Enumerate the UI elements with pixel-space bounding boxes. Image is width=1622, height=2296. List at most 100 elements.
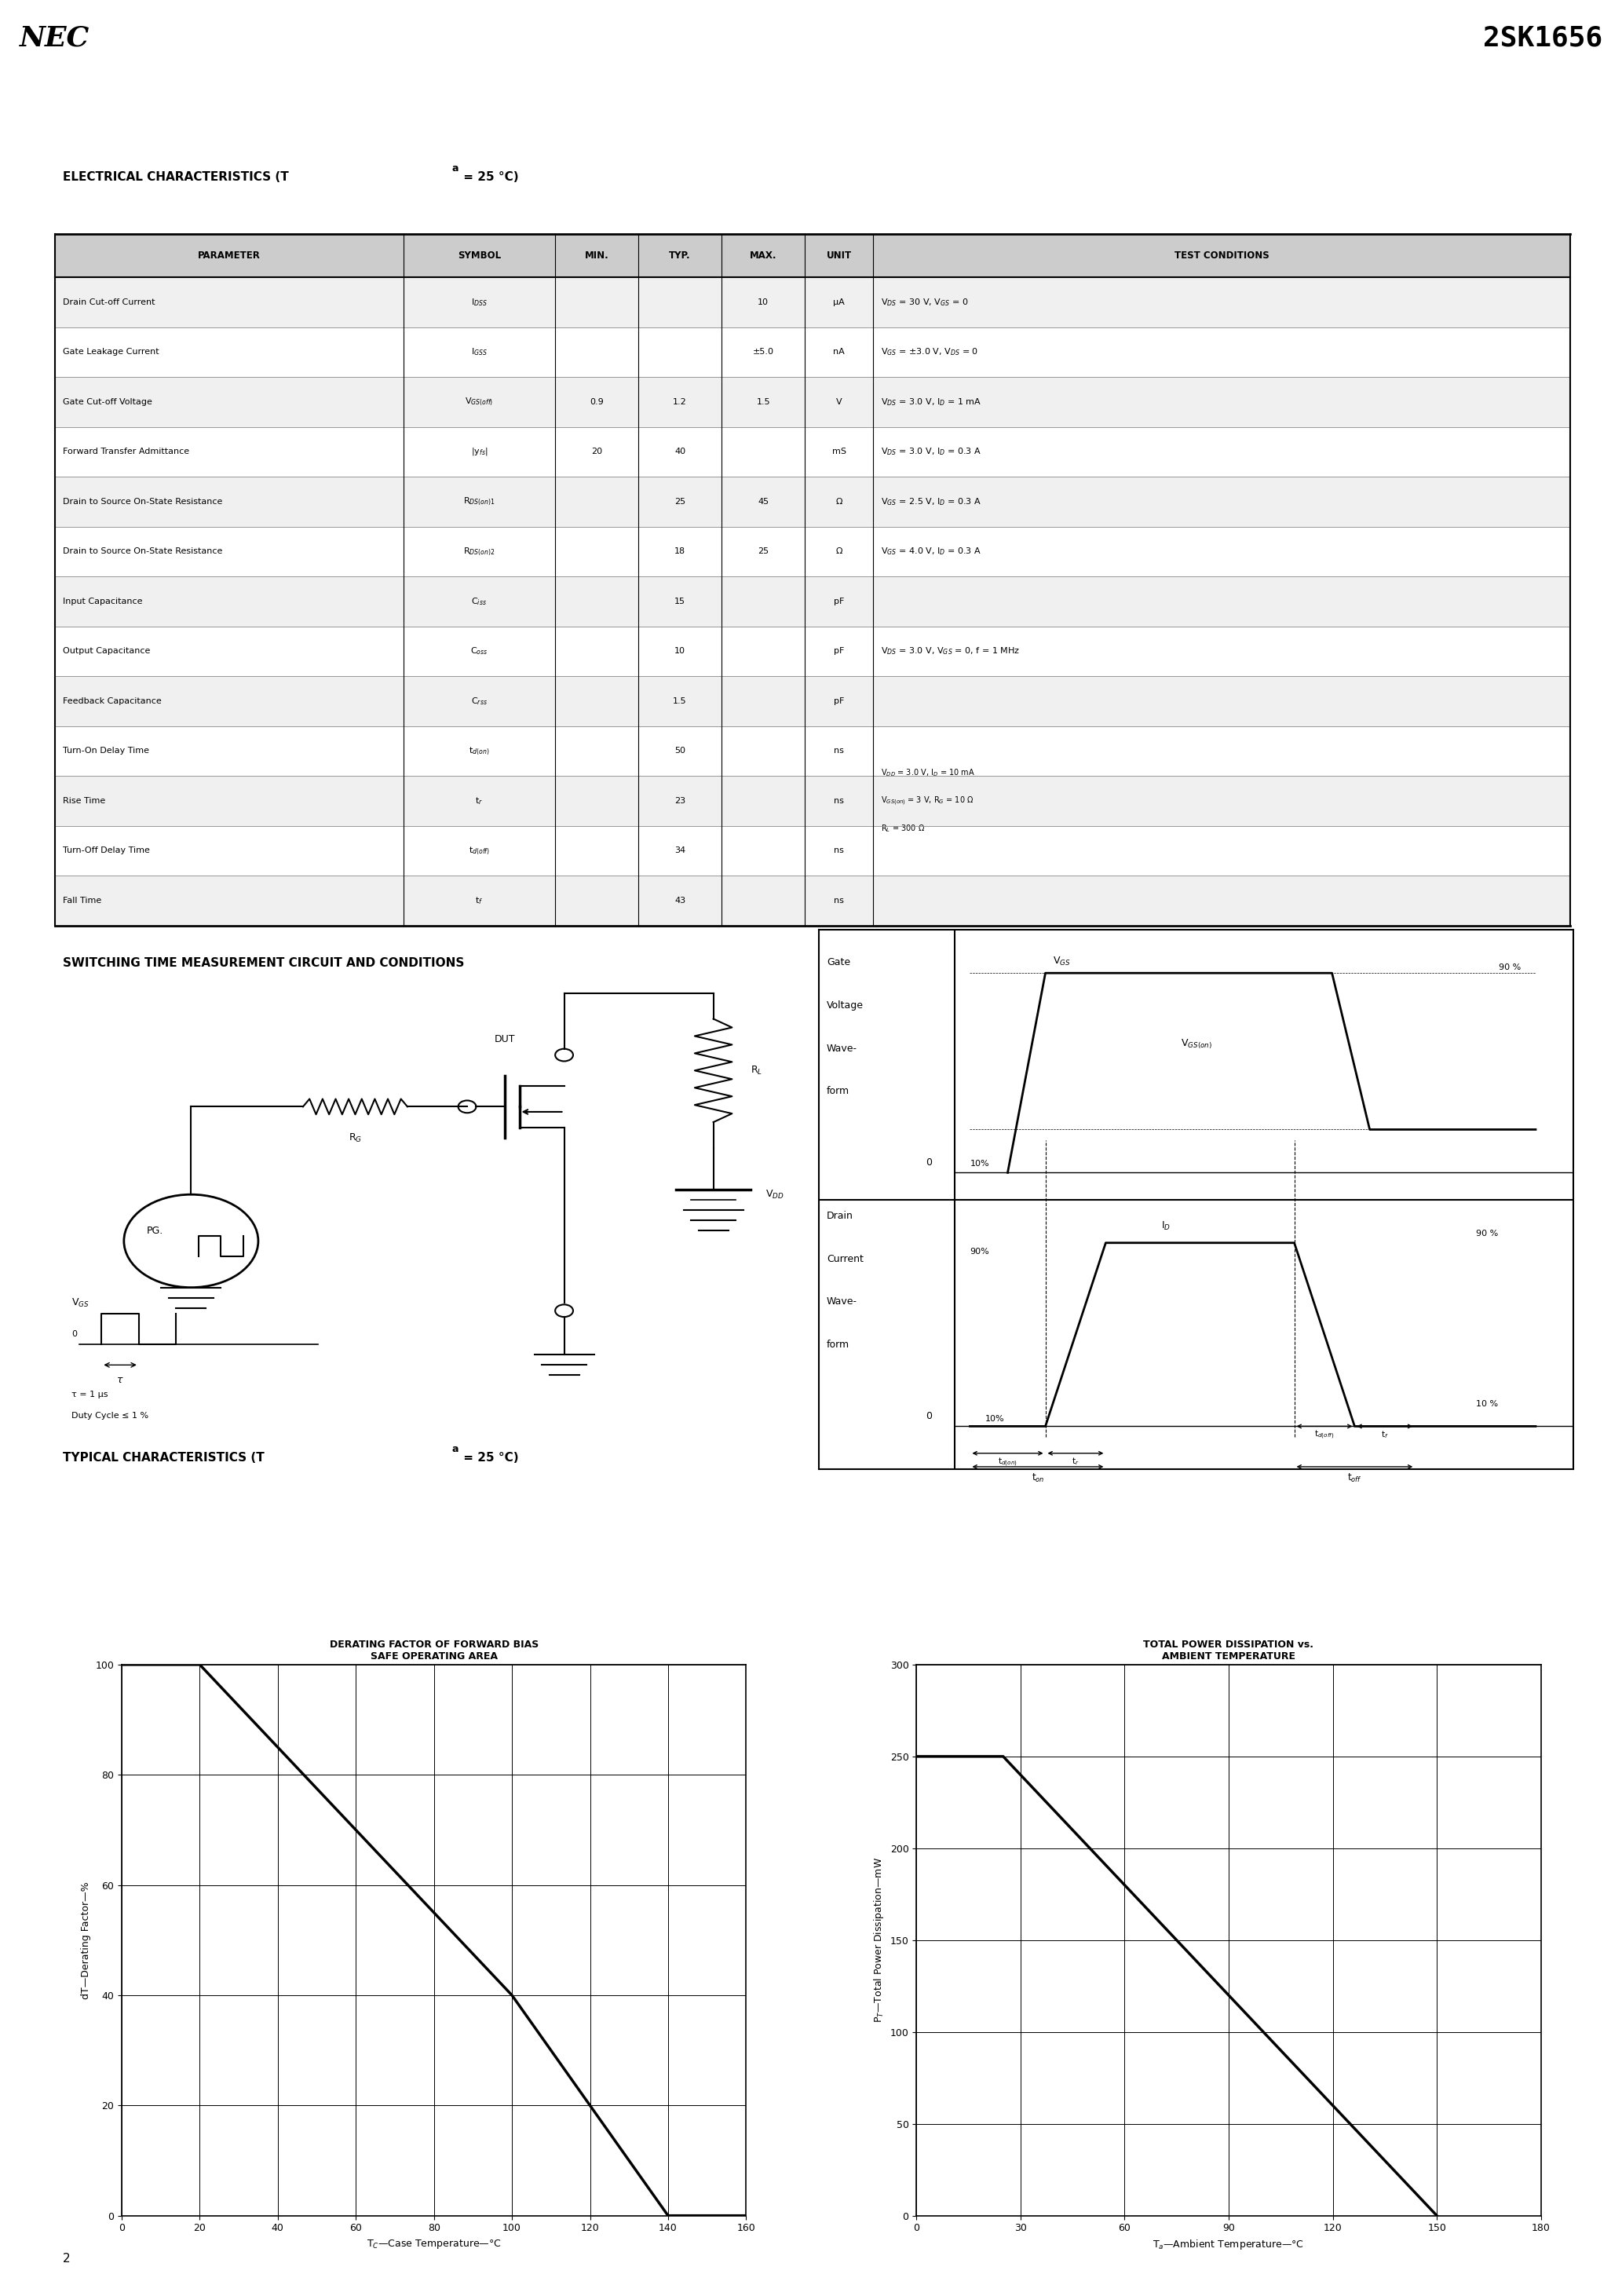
Text: NEC: NEC [19, 25, 89, 53]
Text: C$_{iss}$: C$_{iss}$ [472, 597, 487, 606]
Y-axis label: dT—Derating Factor—%: dT—Derating Factor—% [81, 1880, 91, 2000]
Text: R$_L$: R$_L$ [751, 1065, 762, 1077]
Text: C$_{oss}$: C$_{oss}$ [470, 645, 488, 657]
Text: V$_{DD}$ = 3.0 V, I$_{D}$ = 10 mA: V$_{DD}$ = 3.0 V, I$_{D}$ = 10 mA [881, 767, 975, 778]
Text: 0.9: 0.9 [590, 397, 603, 406]
Text: 25: 25 [757, 549, 769, 556]
Text: t$_f$: t$_f$ [1380, 1428, 1388, 1440]
Text: R$_G$: R$_G$ [349, 1132, 362, 1143]
Text: Voltage: Voltage [827, 1001, 863, 1010]
Text: Current: Current [827, 1254, 863, 1263]
Text: mS: mS [832, 448, 847, 457]
Y-axis label: P$_T$—Total Power Dissipation—mW: P$_T$—Total Power Dissipation—mW [873, 1857, 886, 2023]
Text: t$_{off}$: t$_{off}$ [1348, 1472, 1362, 1483]
Text: t$_{f}$: t$_{f}$ [475, 895, 483, 907]
Text: μA: μA [834, 298, 845, 305]
Text: 18: 18 [675, 549, 686, 556]
Text: 0: 0 [926, 1157, 933, 1166]
Title: DERATING FACTOR OF FORWARD BIAS
SAFE OPERATING AREA: DERATING FACTOR OF FORWARD BIAS SAFE OPE… [329, 1639, 539, 1662]
Text: Feedback Capacitance: Feedback Capacitance [63, 698, 162, 705]
Bar [55, 526, 1570, 576]
Text: 34: 34 [675, 847, 686, 854]
Bar [55, 827, 1570, 875]
Text: 0: 0 [926, 1410, 933, 1421]
Bar [55, 234, 1570, 278]
Text: V$_{DD}$: V$_{DD}$ [766, 1189, 783, 1201]
Text: ELECTRICAL CHARACTERISTICS (T: ELECTRICAL CHARACTERISTICS (T [63, 172, 289, 184]
Text: pF: pF [834, 647, 845, 654]
Bar [55, 377, 1570, 427]
Text: Fall Time: Fall Time [63, 898, 102, 905]
Text: Rise Time: Rise Time [63, 797, 105, 806]
Text: I$_D$: I$_D$ [1161, 1219, 1171, 1233]
Text: 2: 2 [63, 2252, 70, 2264]
X-axis label: T$_C$—Case Temperature—°C: T$_C$—Case Temperature—°C [367, 2239, 501, 2250]
Text: V$_{DS}$ = 3.0 V, I$_{D}$ = 0.3 A: V$_{DS}$ = 3.0 V, I$_{D}$ = 0.3 A [881, 445, 981, 457]
Text: PARAMETER: PARAMETER [198, 250, 261, 262]
Text: Drain Cut-off Current: Drain Cut-off Current [63, 298, 156, 305]
Text: Drain to Source On-State Resistance: Drain to Source On-State Resistance [63, 549, 222, 556]
Text: = 25 °C): = 25 °C) [459, 172, 519, 184]
Text: R$_{DS(on)2}$: R$_{DS(on)2}$ [464, 546, 495, 558]
Text: form: form [827, 1341, 850, 1350]
Text: R$_{DS(on)1}$: R$_{DS(on)1}$ [464, 496, 495, 507]
Bar [55, 875, 1570, 925]
Text: TYPICAL CHARACTERISTICS (T: TYPICAL CHARACTERISTICS (T [63, 1451, 264, 1465]
Text: ns: ns [834, 746, 843, 755]
Text: Input Capacitance: Input Capacitance [63, 597, 143, 606]
Bar [55, 627, 1570, 677]
Text: Gate Cut-off Voltage: Gate Cut-off Voltage [63, 397, 152, 406]
Text: UNIT: UNIT [827, 250, 852, 262]
Text: τ = 1 μs: τ = 1 μs [71, 1391, 109, 1398]
Text: pF: pF [834, 597, 845, 606]
Text: V$_{GS}$: V$_{GS}$ [71, 1297, 89, 1309]
Text: Drain to Source On-State Resistance: Drain to Source On-State Resistance [63, 498, 222, 505]
Text: Wave-: Wave- [827, 1042, 858, 1054]
Text: R$_{L}$ = 300 Ω: R$_{L}$ = 300 Ω [881, 824, 925, 833]
Text: 1.5: 1.5 [673, 698, 686, 705]
Text: nA: nA [834, 349, 845, 356]
Text: 90%: 90% [970, 1249, 989, 1256]
Text: ns: ns [834, 797, 843, 806]
Text: V$_{DS}$ = 3.0 V, I$_{D}$ = 1 mA: V$_{DS}$ = 3.0 V, I$_{D}$ = 1 mA [881, 397, 981, 406]
Text: Ω: Ω [835, 498, 842, 505]
Bar [55, 478, 1570, 526]
Text: t$_{on}$: t$_{on}$ [1032, 1472, 1045, 1483]
Text: |y$_{fs}$|: |y$_{fs}$| [470, 445, 488, 457]
Text: 90 %: 90 % [1499, 964, 1520, 971]
Text: 10: 10 [675, 647, 686, 654]
Text: 10 %: 10 % [1476, 1401, 1499, 1407]
Text: a: a [451, 163, 457, 174]
Text: 90 %: 90 % [1476, 1231, 1499, 1238]
Text: V$_{GS}$ = 2.5 V, I$_{D}$ = 0.3 A: V$_{GS}$ = 2.5 V, I$_{D}$ = 0.3 A [881, 496, 981, 507]
Text: V$_{GS(off)}$: V$_{GS(off)}$ [466, 397, 493, 409]
Text: Turn-Off Delay Time: Turn-Off Delay Time [63, 847, 149, 854]
Text: 0: 0 [71, 1329, 78, 1339]
Text: 10: 10 [757, 298, 769, 305]
Text: V$_{GS}$ = ±3.0 V, V$_{DS}$ = 0: V$_{GS}$ = ±3.0 V, V$_{DS}$ = 0 [881, 347, 978, 358]
Text: DUT: DUT [495, 1033, 514, 1045]
Text: pF: pF [834, 698, 845, 705]
Text: 20: 20 [590, 448, 602, 457]
Text: 1.5: 1.5 [756, 397, 770, 406]
Text: 10%: 10% [985, 1414, 1004, 1424]
Text: t$_{r}$: t$_{r}$ [475, 794, 483, 806]
Bar [55, 776, 1570, 827]
Text: MAX.: MAX. [749, 250, 777, 262]
Text: Forward Transfer Admittance: Forward Transfer Admittance [63, 448, 190, 457]
Text: t$_{d(off)}$: t$_{d(off)}$ [1314, 1428, 1335, 1442]
Text: Output Capacitance: Output Capacitance [63, 647, 151, 654]
Text: Turn-On Delay Time: Turn-On Delay Time [63, 746, 149, 755]
Text: 10%: 10% [970, 1159, 989, 1166]
Text: ns: ns [834, 898, 843, 905]
Text: V$_{GS(on)}$: V$_{GS(on)}$ [1181, 1038, 1213, 1052]
Text: ns: ns [834, 847, 843, 854]
Text: Ω: Ω [835, 549, 842, 556]
Text: V$_{GS}$: V$_{GS}$ [1053, 955, 1071, 967]
Text: I$_{DSS}$: I$_{DSS}$ [470, 296, 488, 308]
Text: $\tau$: $\tau$ [117, 1375, 123, 1384]
Text: 23: 23 [675, 797, 686, 806]
Text: 50: 50 [675, 746, 686, 755]
Text: 1.2: 1.2 [673, 397, 688, 406]
Bar [55, 726, 1570, 776]
